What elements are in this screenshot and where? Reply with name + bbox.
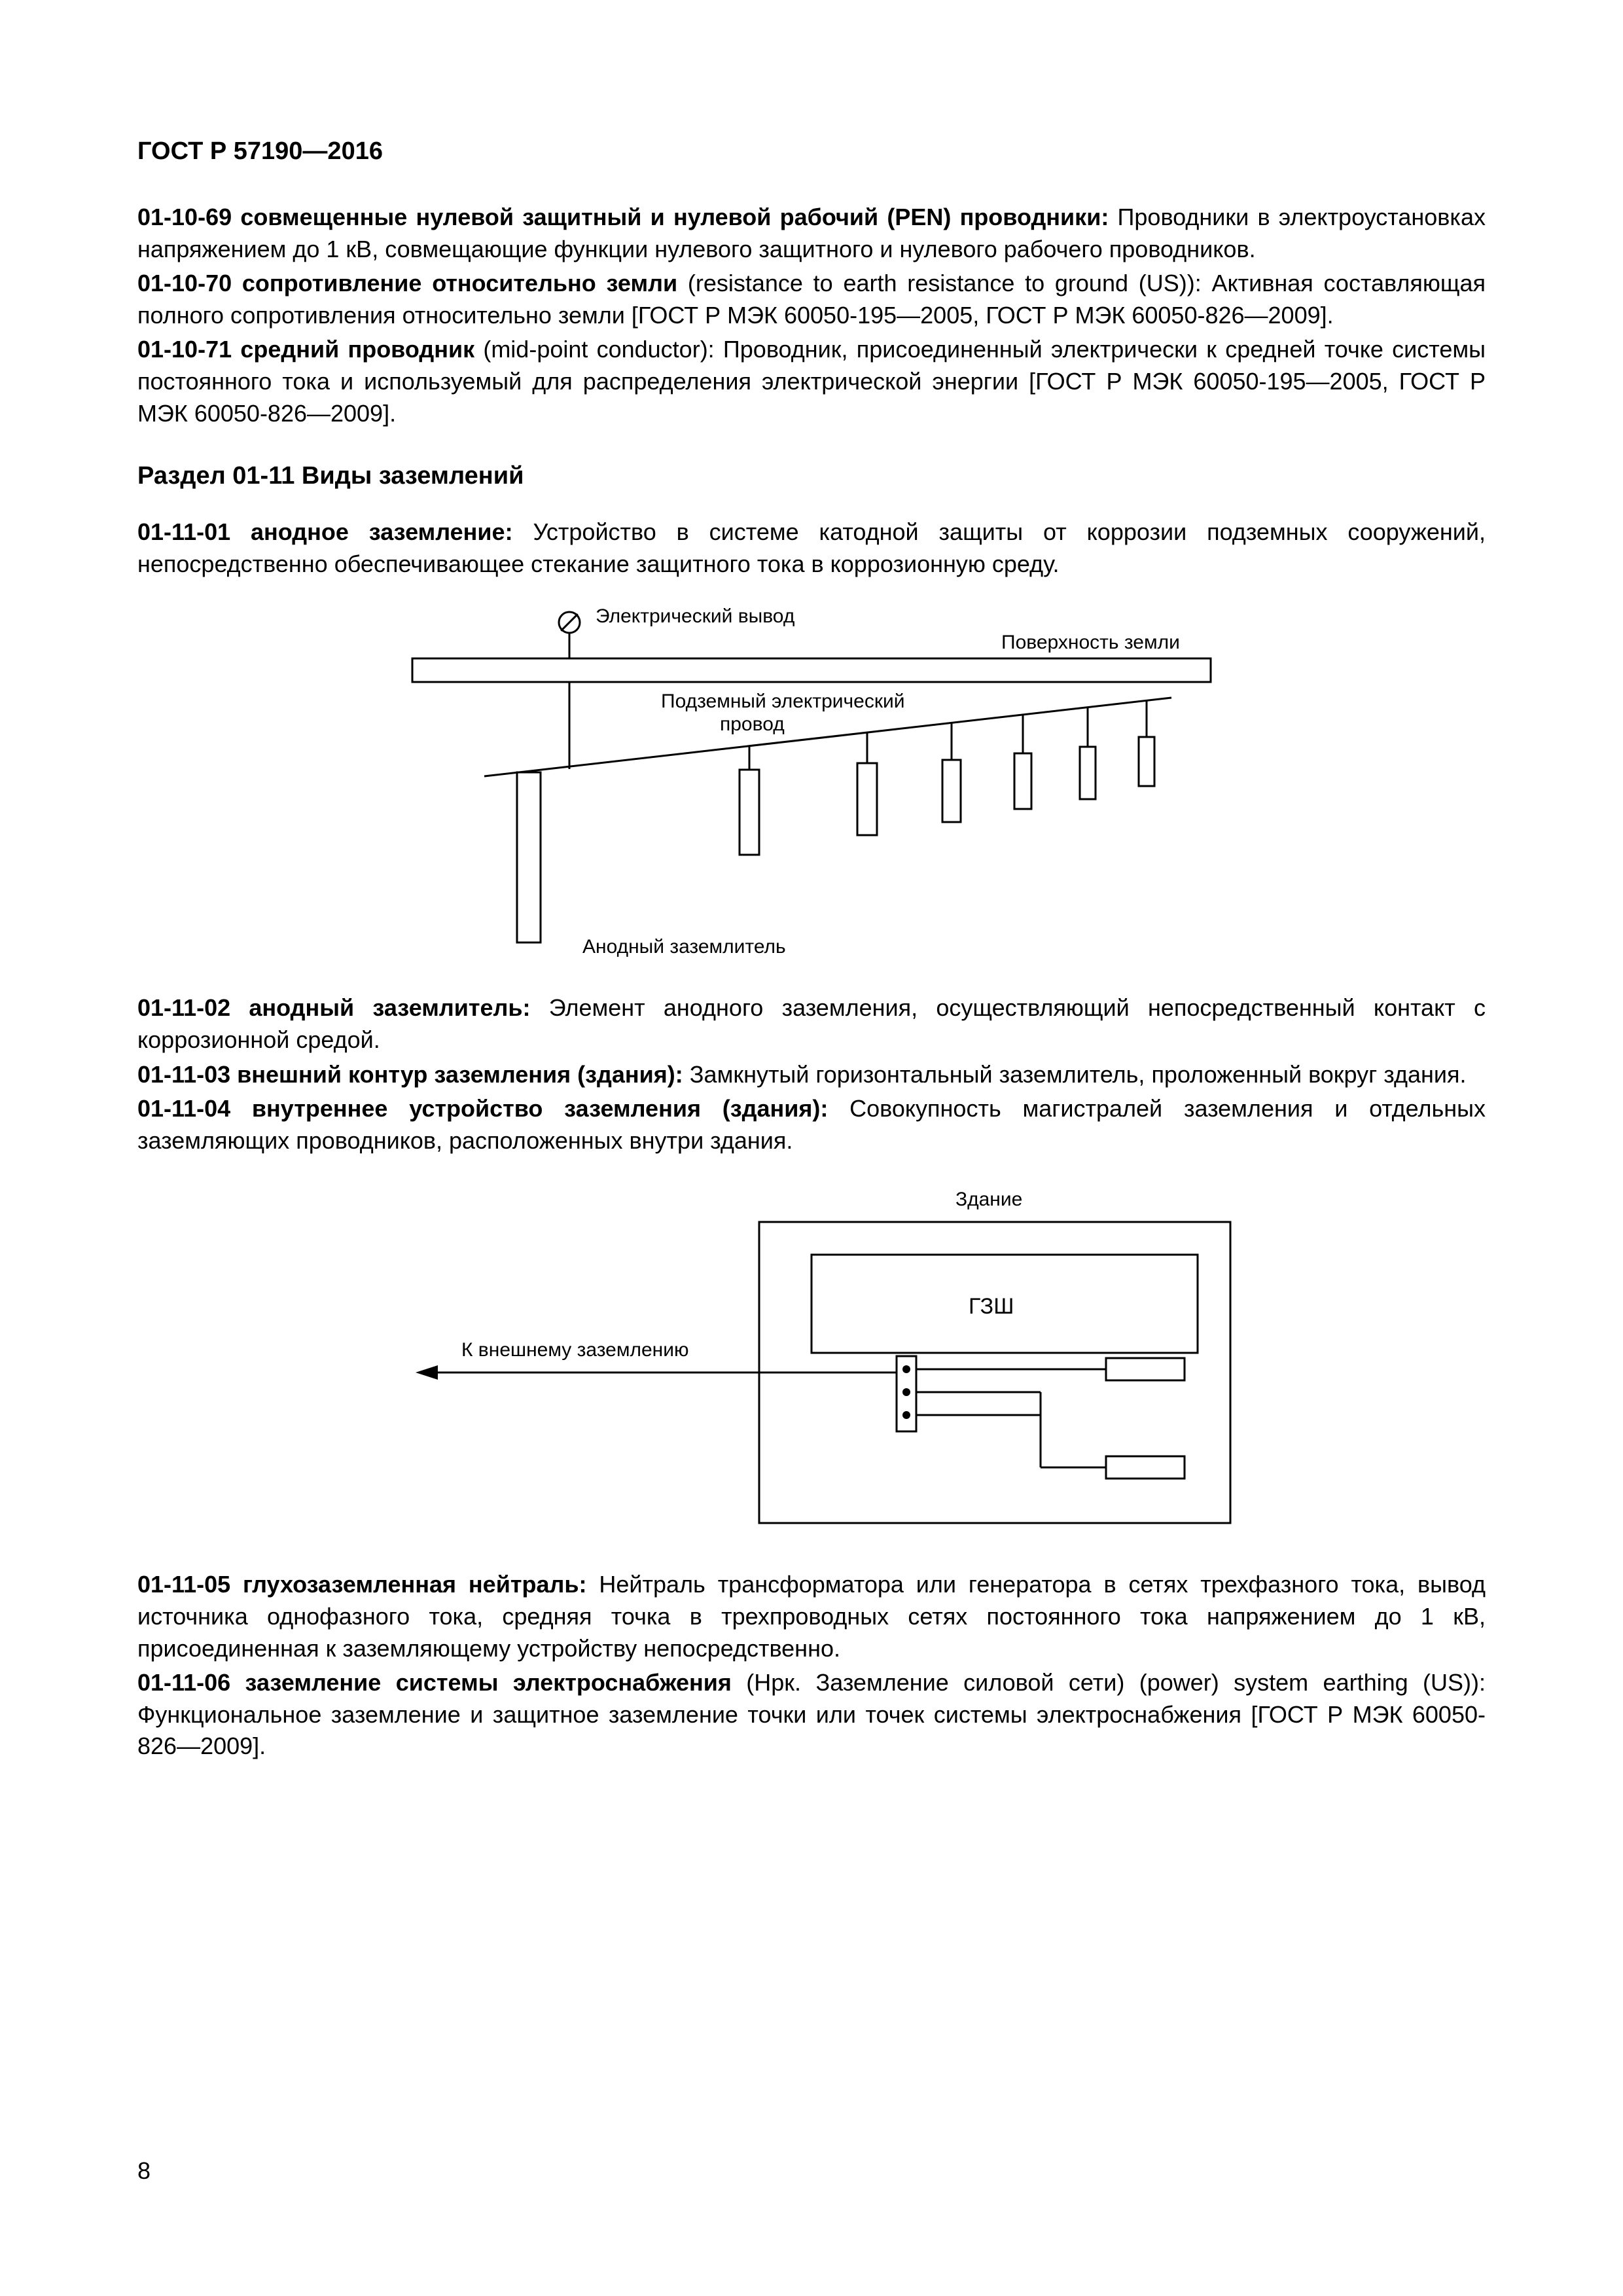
definition-01-11-01: 01-11-01 анодное заземление: Устройство … xyxy=(137,516,1486,580)
svg-text:Электрический вывод: Электрический вывод xyxy=(596,605,794,627)
definition-01-11-05: 01-11-05 глухозаземленная нейтраль: Нейт… xyxy=(137,1569,1486,1664)
definition-01-11-06: 01-11-06 заземление системы электроснабж… xyxy=(137,1667,1486,1763)
def-term: внешний контур заземления (здания): xyxy=(237,1061,683,1088)
document-header: ГОСТ Р 57190—2016 xyxy=(137,137,1486,166)
svg-text:К внешнему заземлению: К внешнему заземлению xyxy=(461,1339,688,1361)
section-title: Раздел 01-11 Виды заземлений xyxy=(137,462,1486,490)
definition-01-10-71: 01-10-71 средний проводник (mid-point co… xyxy=(137,334,1486,429)
svg-text:Анодный заземлитель: Анодный заземлитель xyxy=(582,936,786,958)
def-code: 01-11-06 xyxy=(137,1669,230,1696)
def-code: 01-10-69 xyxy=(137,204,232,230)
def-term: анодный заземлитель: xyxy=(249,994,530,1021)
def-code: 01-11-04 xyxy=(137,1095,230,1122)
def-text: Замкнутый горизонтальный заземлитель, пр… xyxy=(683,1061,1467,1088)
def-term: средний проводник xyxy=(240,336,474,363)
def-term: совмещенные нулевой защитный и нулевой р… xyxy=(240,204,1109,230)
def-code: 01-11-05 xyxy=(137,1571,230,1598)
building-grounding-diagram: Здание К внешнему заземлению ГЗШ xyxy=(353,1176,1270,1543)
svg-text:провод: провод xyxy=(720,713,785,735)
figure-building-grounding: Здание К внешнему заземлению ГЗШ xyxy=(137,1176,1486,1543)
definition-01-11-02: 01-11-02 анодный заземлитель: Элемент ан… xyxy=(137,992,1486,1056)
definition-01-11-03: 01-11-03 внешний контур заземления (здан… xyxy=(137,1059,1486,1091)
svg-text:Поверхность земли: Поверхность земли xyxy=(1001,632,1180,653)
svg-text:Подземный электрический: Подземный электрический xyxy=(661,691,904,712)
def-term: заземление системы электроснабжения xyxy=(245,1669,732,1696)
figure-anode-grounding: Электрический вывод Поверхность земли Подз… xyxy=(137,600,1486,966)
def-code: 01-11-01 xyxy=(137,518,230,545)
def-code: 01-10-71 xyxy=(137,336,232,363)
def-term: сопротивление относительно земли xyxy=(242,270,677,296)
def-code: 01-10-70 xyxy=(137,270,232,296)
def-code: 01-11-02 xyxy=(137,994,230,1021)
def-term: анодное заземление: xyxy=(251,518,513,545)
page-number: 8 xyxy=(137,2157,151,2185)
definition-01-10-70: 01-10-70 сопротивление относительно земл… xyxy=(137,268,1486,331)
def-term: внутреннее устройство заземления (здания… xyxy=(252,1095,828,1122)
anode-grounding-diagram: Электрический вывод Поверхность земли Подз… xyxy=(386,600,1237,966)
definition-01-11-04: 01-11-04 внутреннее устройство заземлени… xyxy=(137,1093,1486,1157)
svg-text:ГЗШ: ГЗШ xyxy=(969,1294,1014,1319)
svg-text:Здание: Здание xyxy=(955,1189,1022,1210)
def-code: 01-11-03 xyxy=(137,1061,230,1088)
def-term: глухозаземленная нейтраль: xyxy=(243,1571,586,1598)
definition-01-10-69: 01-10-69 совмещенные нулевой защитный и … xyxy=(137,202,1486,265)
